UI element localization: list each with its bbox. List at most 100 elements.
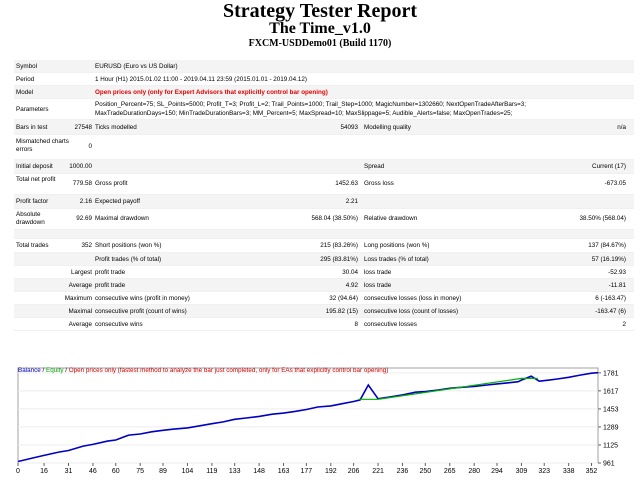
x-tick-label: 177 [301, 468, 313, 475]
profit-trades-row: Profit trades (% of total) 295 (83.81%) … [14, 253, 634, 266]
largest-row: Largest profit trade 30.04 loss trade -5… [14, 266, 634, 279]
chart-legend: Balance / Equity / Open prices only (fas… [18, 367, 388, 374]
average-label: Average [68, 282, 92, 289]
model-row: Model Open prices only (only for Expert … [14, 86, 634, 99]
x-tick-label: 352 [586, 468, 598, 475]
absolute-drawdown-label: Absolute drawdown [16, 211, 45, 226]
maximal-drawdown-value: 568.04 (38.50%) [311, 215, 358, 222]
x-tick-label: 206 [348, 468, 360, 475]
spread-label: Spread [364, 163, 385, 170]
y-tick-label: 1289 [603, 424, 619, 431]
maximal-loss-value: -163.47 (6) [595, 308, 626, 315]
maximal-profit-label: consecutive profit (count of wins) [95, 308, 187, 315]
average-consecutive-row: Average consecutive wins 8 consecutive l… [14, 318, 634, 331]
maximal-drawdown-label: Maximal drawdown [95, 215, 149, 222]
average-row: Average profit trade 4.92 loss trade -11… [14, 279, 634, 292]
quality-value: n/a [617, 124, 626, 131]
y-tick-label: 1617 [603, 388, 619, 395]
x-tick-label: 250 [419, 468, 431, 475]
average-consecutive-wins-value: 8 [354, 321, 358, 328]
bars-label: Bars in test [16, 124, 48, 131]
largest-profit-value: 30.04 [342, 269, 358, 276]
x-tick-label: 31 [65, 468, 73, 475]
mismatch-label: Mismatched charts errors [16, 138, 69, 153]
maximum-row: Maximum consecutive wins (profit in mone… [14, 292, 634, 305]
spacer-row [14, 230, 634, 239]
y-tick-label: 1453 [603, 406, 619, 413]
deposit-label: Initial deposit [16, 163, 53, 170]
legend-equity: Equity [46, 367, 64, 374]
parameters-line-2: MaxTradeDurationDays=150; MinTradeDurati… [95, 110, 513, 117]
deposit-value: 1000.00 [69, 163, 92, 170]
gross-profit-label: Gross profit [95, 180, 128, 187]
average-loss-label: loss trade [364, 282, 392, 289]
average-consecutive-wins-label: consecutive wins [95, 321, 143, 328]
x-tick-label: 323 [538, 468, 550, 475]
x-tick-label: 75 [136, 468, 144, 475]
mismatch-row: Mismatched charts errors 0 [14, 135, 634, 160]
expected-payoff-value: 2.21 [345, 198, 358, 205]
x-tick-label: 148 [253, 468, 265, 475]
x-tick-label: 60 [112, 468, 120, 475]
x-tick-label: 46 [89, 468, 97, 475]
legend-model-note: Open prices only (fastest method to anal… [68, 367, 389, 374]
profit-trades-value: 295 (83.81%) [320, 256, 358, 263]
x-tick-label: 294 [491, 468, 503, 475]
gross-loss-value: -673.05 [604, 180, 626, 187]
total-trades-label: Total trades [16, 242, 49, 249]
profit-factor-row: Profit factor 2.16 Expected payoff 2.21 [14, 195, 634, 209]
x-tick-label: 265 [444, 468, 456, 475]
report-title: Strategy Tester Report [222, 0, 418, 22]
maximal-loss-label: consecutive loss (count of losses) [364, 308, 459, 315]
y-tick-label: 1125 [603, 442, 618, 449]
loss-trades-value: 57 (16.19%) [591, 256, 626, 263]
largest-label: Largest [70, 269, 92, 276]
total-trades-value: 352 [81, 242, 92, 249]
average-consecutive-losses-label: consecutive losses [364, 321, 417, 328]
max-consecutive-wins-value: 32 (94.64) [329, 295, 358, 302]
x-tick-label: 163 [278, 468, 290, 475]
profit-trades-label: Profit trades (% of total) [95, 256, 162, 263]
x-tick-label: 309 [516, 468, 528, 475]
maximal-profit-value: 195.82 (15) [325, 308, 358, 315]
mismatch-value: 0 [88, 143, 92, 150]
ea-name: The Time_v1.0 [269, 20, 371, 37]
period-label: Period [16, 76, 35, 83]
x-tick-label: 119 [206, 468, 217, 475]
maximal-row: Maximal consecutive profit (count of win… [14, 305, 634, 318]
average-consecutive-label: Average [68, 321, 92, 328]
total-trades-row: Total trades 352 Short positions (won %)… [14, 239, 634, 253]
x-tick-label: 89 [159, 468, 167, 475]
max-consecutive-wins-label: consecutive wins (profit in money) [95, 295, 190, 302]
bars-row: Bars in test 27548 Ticks modelled 54093 … [14, 120, 634, 135]
balance-line [17, 371, 599, 463]
drawdown-row: Absolute drawdown 92.69 Maximal drawdown… [14, 209, 634, 230]
net-profit-row: Total net profit 779.58 Gross profit 145… [14, 174, 634, 195]
symbol-row: Symbol EURUSD (Euro vs US Dollar) [14, 60, 634, 73]
parameters-line-1: Position_Percent=75; SL_Points=5000; Pro… [95, 101, 527, 108]
ticks-label: Ticks modelled [95, 124, 137, 131]
x-tick-label: 338 [563, 468, 575, 475]
x-tick-label: 0 [16, 468, 20, 475]
net-profit-label: Total net profit [16, 176, 56, 183]
x-tick-label: 104 [182, 468, 194, 475]
short-positions-value: 215 (83.26%) [320, 242, 358, 249]
long-positions-value: 137 (84.67%) [588, 242, 626, 249]
loss-trades-label: Loss trades (% of total) [364, 256, 429, 263]
long-positions-label: Long positions (won %) [364, 242, 430, 249]
average-loss-value: -11.81 [608, 282, 626, 289]
max-consecutive-losses-value: 6 (-163.47) [595, 295, 626, 302]
maximum-label: Maximum [64, 295, 92, 302]
legend-separator-2: / [63, 367, 69, 374]
max-consecutive-losses-label: consecutive losses (loss in money) [364, 295, 462, 302]
y-tick-label: 1781 [603, 370, 619, 377]
model-label: Model [16, 89, 34, 96]
period-row: Period 1 Hour (H1) 2015.01.02 11:00 - 20… [14, 73, 634, 86]
x-tick-label: 280 [468, 468, 480, 475]
largest-loss-value: -52.93 [608, 269, 626, 276]
largest-loss-label: loss trade [364, 269, 392, 276]
profit-factor-label: Profit factor [16, 198, 49, 205]
x-tick-label: 236 [397, 468, 409, 475]
short-positions-label: Short positions (won %) [95, 242, 162, 249]
parameters-label: Parameters [16, 106, 49, 113]
